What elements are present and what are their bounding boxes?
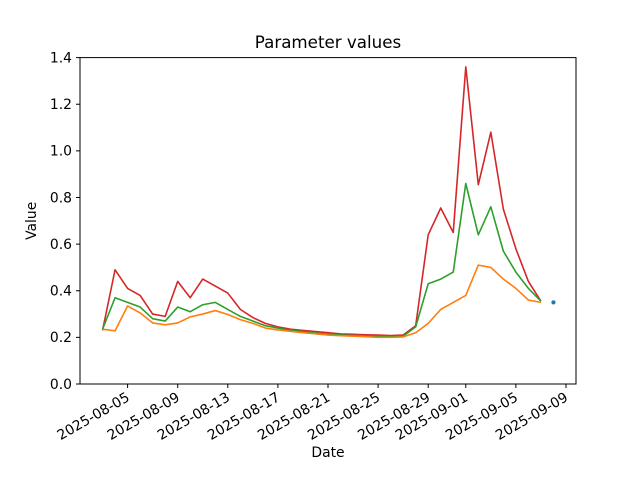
y-tick-label: 0.6: [50, 237, 72, 253]
y-tick-label: 0.4: [50, 284, 72, 300]
y-tick-label: 0.0: [50, 377, 72, 393]
y-tick-label: 1.4: [50, 50, 72, 66]
y-tick-label: 1.2: [50, 97, 72, 113]
y-tick-label: 0.2: [50, 330, 72, 346]
plot-background: [80, 57, 576, 384]
y-tick-label: 0.8: [50, 190, 72, 206]
series-orange-line: [102, 264, 542, 339]
series-red-line: [101, 66, 542, 337]
chart-title: Parameter values: [255, 32, 401, 52]
y-axis-label: Value: [24, 202, 40, 240]
series-blue-point: [551, 300, 556, 305]
y-tick-label: 1.0: [50, 144, 72, 160]
x-axis-label: Date: [311, 445, 344, 461]
